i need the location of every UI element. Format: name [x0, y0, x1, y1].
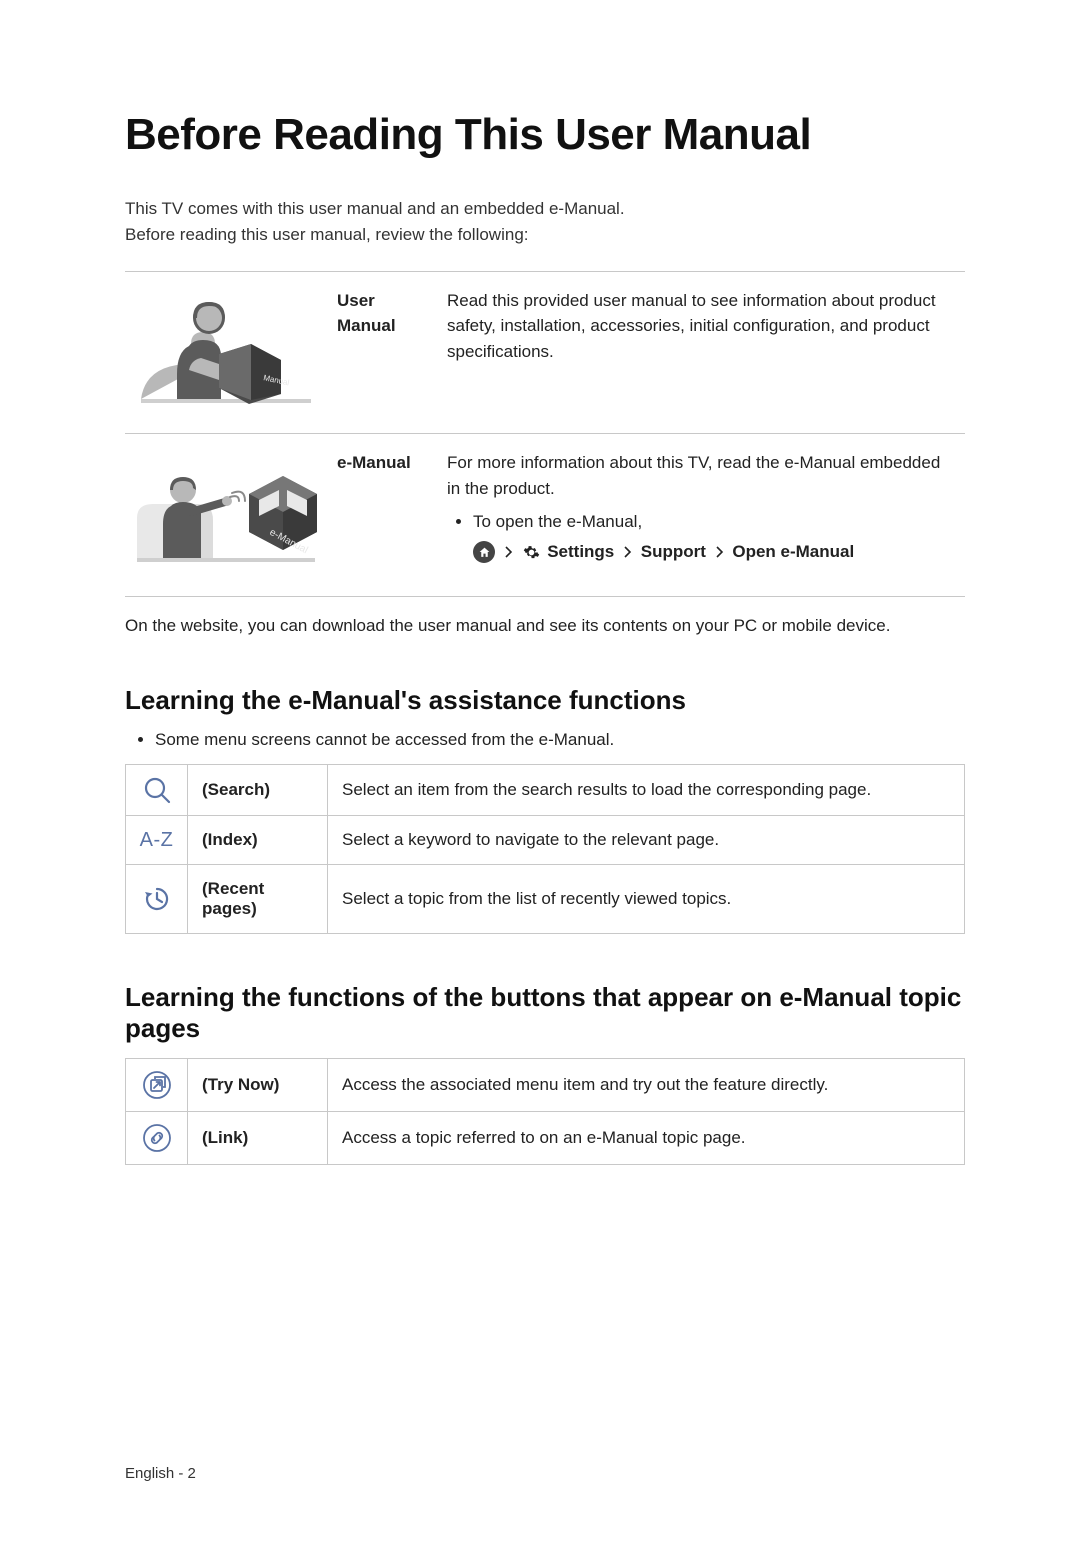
recent-desc: Select a topic from the list of recently…: [328, 865, 965, 934]
search-desc: Select an item from the search results t…: [328, 765, 965, 816]
table-row: (Try Now) Access the associated menu ite…: [126, 1059, 965, 1112]
person-reading-manual-icon: Manual: [131, 284, 321, 414]
topic-buttons-table: (Try Now) Access the associated menu ite…: [125, 1058, 965, 1165]
link-icon: [126, 1112, 188, 1165]
search-icon: [126, 765, 188, 816]
try-now-label: (Try Now): [188, 1059, 328, 1112]
path-open-emanual: Open e-Manual: [732, 542, 854, 561]
footer-sep: -: [174, 1465, 187, 1482]
table-row: (Link) Access a topic referred to on an …: [126, 1112, 965, 1165]
page-title: Before Reading This User Manual: [125, 110, 965, 160]
user-manual-illustration-cell: Manual: [125, 271, 327, 434]
menu-path: Settings Support Open e-Manual: [473, 539, 957, 565]
chevron-right-icon: [715, 540, 724, 566]
page-footer: English - 2: [125, 1465, 965, 1482]
manual-comparison-table: Manual User Manual Read this provided us…: [125, 271, 965, 597]
index-icon: A-Z: [126, 816, 188, 865]
e-manual-desc-cell: For more information about this TV, read…: [437, 434, 965, 597]
footer-language: English: [125, 1465, 174, 1482]
chevron-right-icon: [504, 540, 513, 566]
assistance-note: Some menu screens cannot be accessed fro…: [155, 730, 965, 750]
table-row: Manual User Manual Read this provided us…: [125, 271, 965, 434]
assistance-note-list: Some menu screens cannot be accessed fro…: [155, 730, 965, 750]
recent-pages-icon: [126, 865, 188, 934]
recent-label: (Recent pages): [188, 865, 328, 934]
user-manual-desc: Read this provided user manual to see in…: [437, 271, 965, 434]
intro-block: This TV comes with this user manual and …: [125, 196, 965, 249]
path-settings: Settings: [547, 542, 614, 561]
home-icon: [473, 541, 495, 563]
post-table-note: On the website, you can download the use…: [125, 613, 965, 639]
intro-line-2: Before reading this user manual, review …: [125, 222, 965, 248]
person-watching-tv-icon: e-Manual: [131, 446, 321, 576]
link-label: (Link): [188, 1112, 328, 1165]
bullet-lead-text: To open the e-Manual,: [473, 512, 642, 531]
intro-line-1: This TV comes with this user manual and …: [125, 196, 965, 222]
table-row: e-Manual e-Manual For more information a…: [125, 434, 965, 597]
e-manual-label: e-Manual: [327, 434, 437, 597]
table-row: (Search) Select an item from the search …: [126, 765, 965, 816]
assistance-functions-heading: Learning the e-Manual's assistance funct…: [125, 685, 965, 716]
table-row: A-Z (Index) Select a keyword to navigate…: [126, 816, 965, 865]
index-label: (Index): [188, 816, 328, 865]
path-support: Support: [641, 542, 706, 561]
link-desc: Access a topic referred to on an e-Manua…: [328, 1112, 965, 1165]
e-manual-desc: For more information about this TV, read…: [447, 450, 957, 501]
e-manual-illustration-cell: e-Manual: [125, 434, 327, 597]
try-now-icon: [126, 1059, 188, 1112]
e-manual-open-instruction: To open the e-Manual, Settings: [473, 509, 957, 564]
index-desc: Select a keyword to navigate to the rele…: [328, 816, 965, 865]
user-manual-label: User Manual: [327, 271, 437, 434]
index-icon-text: A-Z: [140, 829, 174, 851]
gear-icon: [523, 544, 540, 561]
try-now-desc: Access the associated menu item and try …: [328, 1059, 965, 1112]
assistance-functions-table: (Search) Select an item from the search …: [125, 764, 965, 934]
table-row: (Recent pages) Select a topic from the l…: [126, 865, 965, 934]
search-label: (Search): [188, 765, 328, 816]
footer-page-number: 2: [188, 1465, 196, 1482]
chevron-right-icon: [623, 540, 632, 566]
topic-buttons-heading: Learning the functions of the buttons th…: [125, 982, 965, 1044]
